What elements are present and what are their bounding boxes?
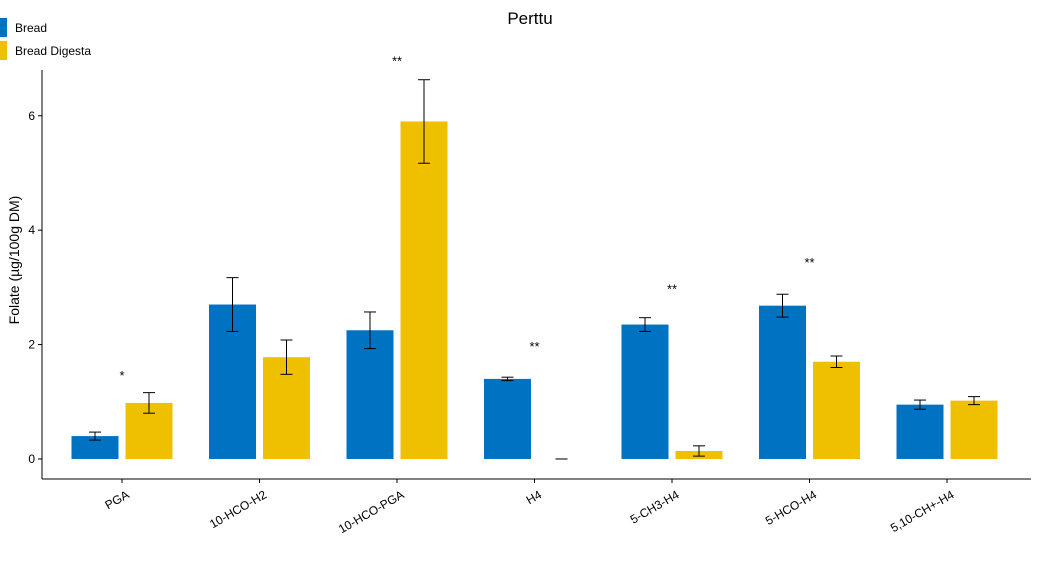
x-tick-label: 5,10-CH+-H4	[888, 487, 957, 535]
bar	[346, 330, 394, 459]
bar	[71, 436, 119, 459]
x-tick-label: 5-CH3-H4	[628, 487, 682, 526]
significance-marker: **	[529, 339, 539, 354]
bar	[813, 361, 860, 459]
bar	[621, 324, 669, 459]
significance-marker: **	[392, 53, 402, 68]
x-tick-label: 10-HCO-PGA	[336, 487, 407, 536]
legend-label: Bread	[15, 21, 47, 35]
x-tick-label: PGA	[103, 487, 132, 512]
x-tick-label: H4	[524, 487, 545, 507]
y-axis-title: Folate (µg/100g DM)	[6, 196, 22, 325]
legend-swatch	[0, 18, 7, 37]
legend: Bread Bread Digesta	[0, 18, 91, 60]
x-tick-label: 5-HCO-H4	[763, 487, 819, 528]
significance-marker: **	[667, 282, 677, 297]
bar	[759, 305, 806, 459]
bar	[484, 378, 531, 459]
bar	[950, 400, 998, 459]
significance-marker: *	[119, 368, 124, 383]
plot-area: 0 2 4 6 PGA 10-HCO-H2 10-HCO-PGA H4 5-CH3-H4 5-HC…	[28, 53, 1031, 536]
significance-marker: **	[804, 255, 814, 270]
y-tick-label: 2	[28, 338, 35, 352]
bar	[400, 121, 448, 459]
y-tick-label: 4	[28, 223, 35, 237]
y-tick-label: 6	[28, 109, 35, 123]
y-tick-label: 0	[28, 452, 35, 466]
chart-title: Perttu	[507, 9, 552, 28]
x-tick-label: 10-HCO-H2	[207, 487, 269, 531]
legend-swatch	[0, 41, 7, 60]
bar	[896, 404, 944, 459]
legend-label: Bread Digesta	[15, 44, 91, 58]
